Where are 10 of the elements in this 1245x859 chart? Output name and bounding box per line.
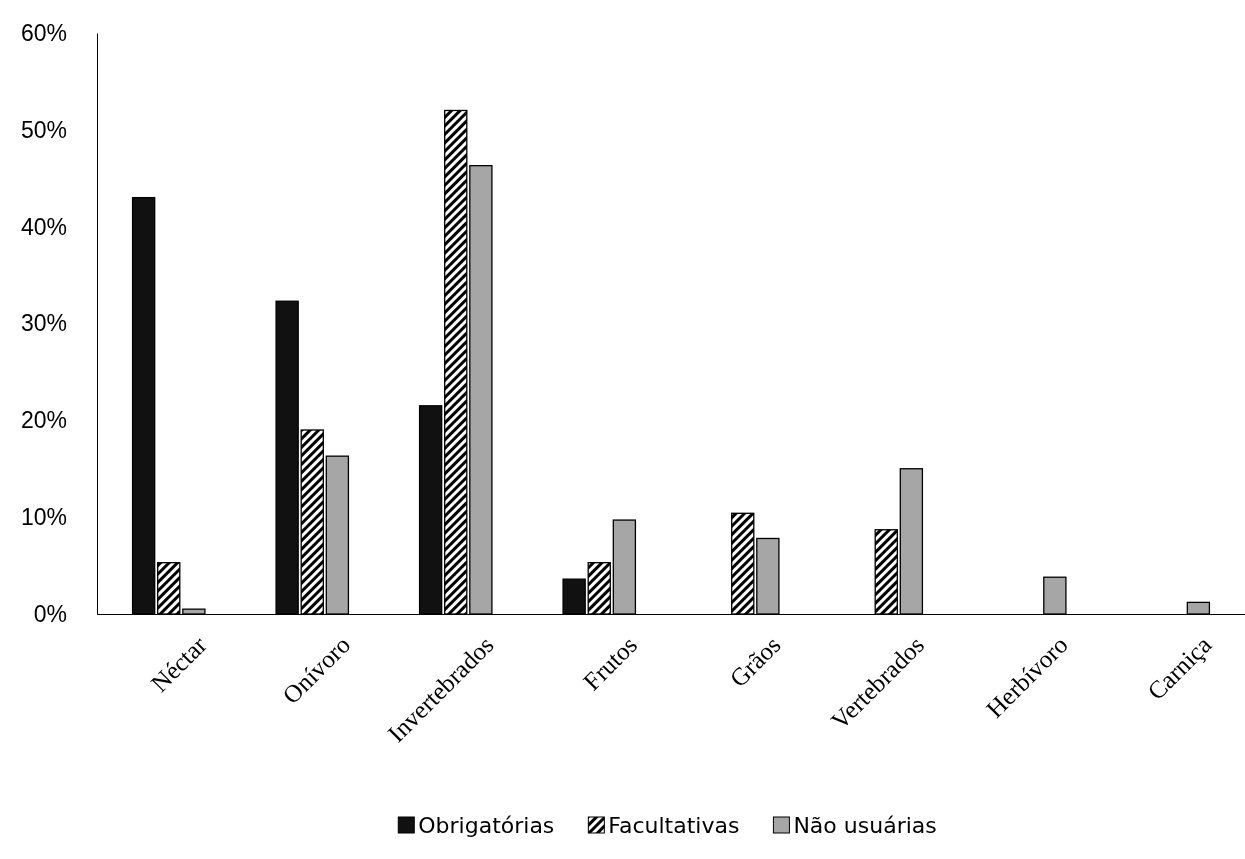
- legend-label: Não usuárias: [793, 813, 937, 838]
- legend-label: Facultativas: [608, 813, 740, 838]
- y-tick-label: 10%: [20, 504, 67, 531]
- y-tick-label: 0%: [33, 600, 67, 627]
- y-tick-label: 30%: [20, 310, 67, 337]
- y-tick-label: 60%: [20, 19, 67, 46]
- y-tick-label: 50%: [20, 116, 67, 143]
- legend-label: Obrigatórias: [418, 813, 555, 838]
- y-tick-label: 20%: [20, 407, 67, 434]
- y-tick-label: 40%: [20, 213, 67, 240]
